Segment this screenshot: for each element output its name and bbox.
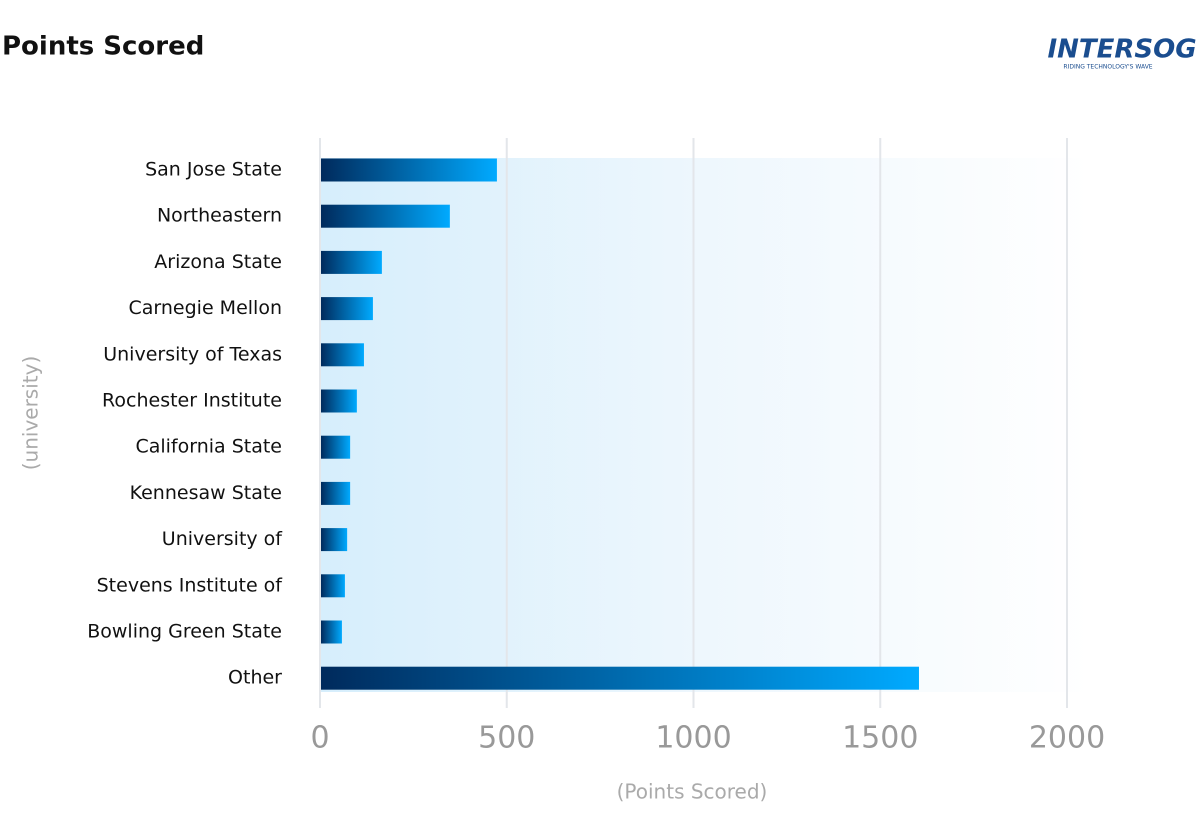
y-tick-label: University of Texas bbox=[103, 343, 282, 365]
bar bbox=[321, 158, 497, 182]
x-tick-label: 0 bbox=[310, 721, 329, 756]
bar bbox=[321, 435, 351, 459]
bar bbox=[321, 481, 351, 505]
logo-name: INTERSOG bbox=[1047, 35, 1196, 65]
logo-tagline: RIDING TECHNOLOGY'S WAVE bbox=[1063, 64, 1152, 71]
y-tick-label: San Jose State bbox=[145, 159, 282, 181]
y-tick-label: Other bbox=[228, 667, 282, 689]
x-tick-label: 1500 bbox=[842, 721, 918, 756]
x-tick-label: 1000 bbox=[655, 721, 731, 756]
y-tick-label: Rochester Institute bbox=[102, 390, 282, 412]
plot-background bbox=[320, 158, 1090, 692]
bar bbox=[321, 297, 373, 321]
bar bbox=[321, 250, 382, 274]
chart-title: Points Scored bbox=[2, 32, 204, 62]
y-tick-label: University of bbox=[162, 528, 284, 550]
y-tick-label: Bowling Green State bbox=[87, 621, 282, 643]
y-tick-label: Arizona State bbox=[154, 251, 282, 273]
y-tick-label: California State bbox=[135, 436, 282, 458]
x-tick-label: 500 bbox=[478, 721, 535, 756]
bar bbox=[321, 528, 348, 552]
y-tick-label: Northeastern bbox=[157, 205, 282, 227]
y-axis-title: (university) bbox=[19, 356, 43, 471]
y-tick-label: Stevens Institute of bbox=[97, 574, 284, 596]
bar bbox=[321, 620, 342, 644]
bar bbox=[321, 343, 364, 367]
y-tick-label: Carnegie Mellon bbox=[129, 297, 283, 319]
x-tick-label: 2000 bbox=[1029, 721, 1105, 756]
bar bbox=[321, 574, 345, 598]
bar bbox=[321, 666, 919, 690]
bar bbox=[321, 389, 357, 413]
bar bbox=[321, 204, 450, 228]
y-tick-label: Kennesaw State bbox=[130, 482, 282, 504]
x-axis-title: (Points Scored) bbox=[617, 780, 768, 804]
